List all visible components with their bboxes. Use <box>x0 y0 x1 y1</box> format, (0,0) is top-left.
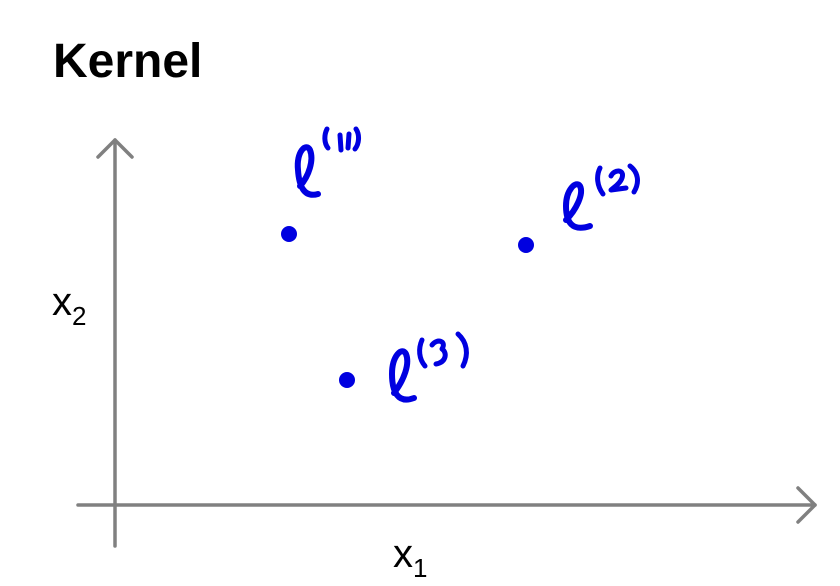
landmark-3 <box>339 331 469 403</box>
x2-axis-subscript: 2 <box>72 301 87 331</box>
landmark-1-superscript <box>322 126 361 153</box>
x2-axis-label: x2 <box>52 282 86 329</box>
landmark-1-point <box>281 226 297 242</box>
x1-axis-subscript: 1 <box>413 553 428 583</box>
y-axis-arrowhead <box>96 138 134 159</box>
landmark-3-superscript <box>417 331 469 369</box>
x1-axis-name: x <box>393 532 413 576</box>
landmark-2-ell <box>563 181 593 231</box>
landmark-2-superscript <box>595 163 640 197</box>
landmark-2 <box>518 163 640 253</box>
slide-title: Kernel <box>53 35 203 88</box>
landmark-1 <box>281 126 361 242</box>
landmark-3-point <box>339 372 355 388</box>
landmark-2-point <box>518 237 534 253</box>
axes <box>76 138 817 548</box>
x-axis-arrowhead <box>796 486 817 524</box>
x1-axis-label: x1 <box>393 534 427 581</box>
x2-axis-name: x <box>52 280 72 324</box>
landmark-1-ell <box>294 144 321 198</box>
landmark-3-ell <box>389 348 417 403</box>
